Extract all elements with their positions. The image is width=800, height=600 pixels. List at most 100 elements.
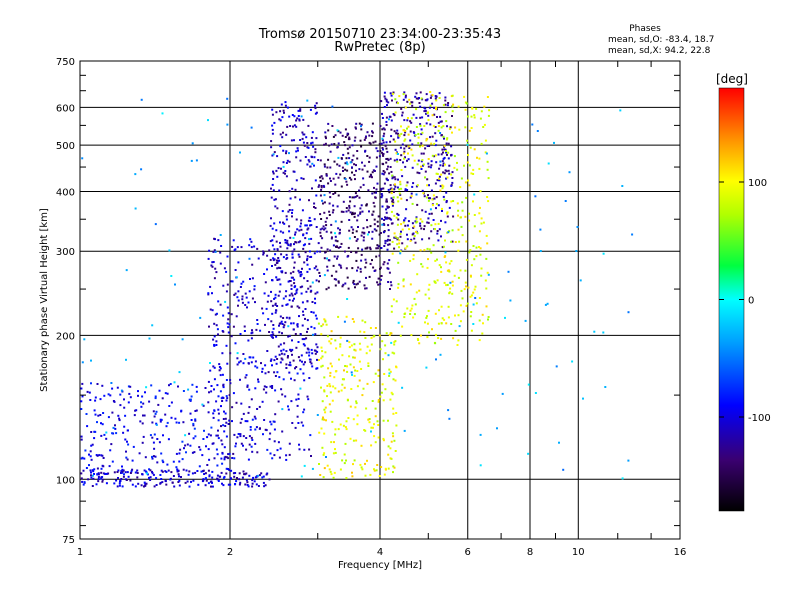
data-point <box>413 297 416 300</box>
data-point <box>377 436 380 439</box>
data-point <box>328 383 331 386</box>
data-point <box>331 365 333 368</box>
colorbar-tick-label: -100 <box>748 413 771 424</box>
data-point <box>329 362 332 365</box>
data-point <box>211 292 213 295</box>
data-point <box>461 234 464 237</box>
data-point <box>364 266 367 269</box>
data-point <box>316 350 319 353</box>
data-point <box>430 212 433 215</box>
data-point <box>457 249 460 252</box>
data-point <box>339 228 341 231</box>
data-point <box>430 189 433 192</box>
data-point <box>360 204 363 207</box>
data-point <box>292 322 295 325</box>
data-point <box>428 106 431 109</box>
data-point <box>434 342 437 345</box>
data-point <box>247 301 250 304</box>
data-point <box>280 352 283 355</box>
data-point <box>313 164 315 167</box>
data-point <box>371 259 373 262</box>
data-point <box>275 276 278 279</box>
data-point <box>391 200 394 203</box>
data-point <box>441 184 444 187</box>
data-point <box>244 304 247 306</box>
data-point <box>425 196 428 199</box>
data-point <box>318 280 320 283</box>
data-point <box>404 217 407 220</box>
data-point <box>173 485 176 488</box>
data-point <box>445 200 448 202</box>
data-point <box>215 448 218 451</box>
data-point <box>302 247 305 250</box>
data-point <box>211 481 213 484</box>
data-point <box>271 239 274 242</box>
data-point <box>180 476 182 478</box>
data-point <box>414 220 417 223</box>
data-point <box>319 250 322 253</box>
data-point <box>619 109 622 112</box>
data-point <box>445 142 448 145</box>
data-point <box>190 395 193 398</box>
data-point <box>244 420 247 423</box>
data-point <box>385 141 388 144</box>
data-point <box>227 453 230 456</box>
data-point <box>338 263 341 266</box>
data-point <box>389 447 392 450</box>
data-point <box>467 179 469 182</box>
data-point <box>242 353 245 355</box>
data-point <box>307 227 310 230</box>
data-point <box>405 199 408 202</box>
data-point <box>126 471 129 474</box>
data-point <box>187 473 190 476</box>
data-point <box>211 442 214 445</box>
data-point <box>388 243 391 246</box>
data-point <box>443 198 446 201</box>
data-point <box>440 173 443 176</box>
data-point <box>294 367 296 370</box>
data-point <box>213 277 216 280</box>
data-point <box>359 330 362 333</box>
data-point <box>485 152 488 155</box>
data-point <box>119 393 122 396</box>
data-point <box>225 421 228 424</box>
data-point <box>261 400 264 403</box>
data-point <box>387 101 390 104</box>
data-point <box>265 391 268 394</box>
data-point <box>263 419 266 421</box>
data-point <box>241 301 244 304</box>
data-point <box>301 209 304 212</box>
data-point <box>204 477 207 480</box>
data-point <box>353 205 356 208</box>
data-point <box>346 134 349 137</box>
data-point <box>394 450 397 452</box>
data-point <box>311 365 314 368</box>
data-point <box>303 464 306 467</box>
data-point <box>383 245 386 247</box>
data-point <box>395 101 398 104</box>
data-point <box>239 421 242 424</box>
data-point <box>189 444 192 447</box>
data-point <box>314 292 317 295</box>
data-point <box>247 458 250 461</box>
data-point <box>437 125 440 128</box>
data-point <box>336 146 339 148</box>
data-point <box>468 164 471 167</box>
data-point <box>426 184 429 187</box>
data-point <box>278 456 281 459</box>
data-point <box>372 201 375 204</box>
data-point <box>400 223 403 226</box>
data-point <box>428 331 430 334</box>
data-point <box>229 352 232 355</box>
data-point <box>382 127 385 130</box>
data-point <box>339 131 342 134</box>
data-point <box>366 459 368 462</box>
data-point <box>627 459 630 462</box>
data-point <box>328 214 331 216</box>
data-point <box>368 275 371 278</box>
data-point <box>166 421 169 424</box>
data-point <box>290 139 293 142</box>
data-point <box>351 159 354 161</box>
data-point <box>228 394 231 397</box>
data-point <box>425 139 428 142</box>
